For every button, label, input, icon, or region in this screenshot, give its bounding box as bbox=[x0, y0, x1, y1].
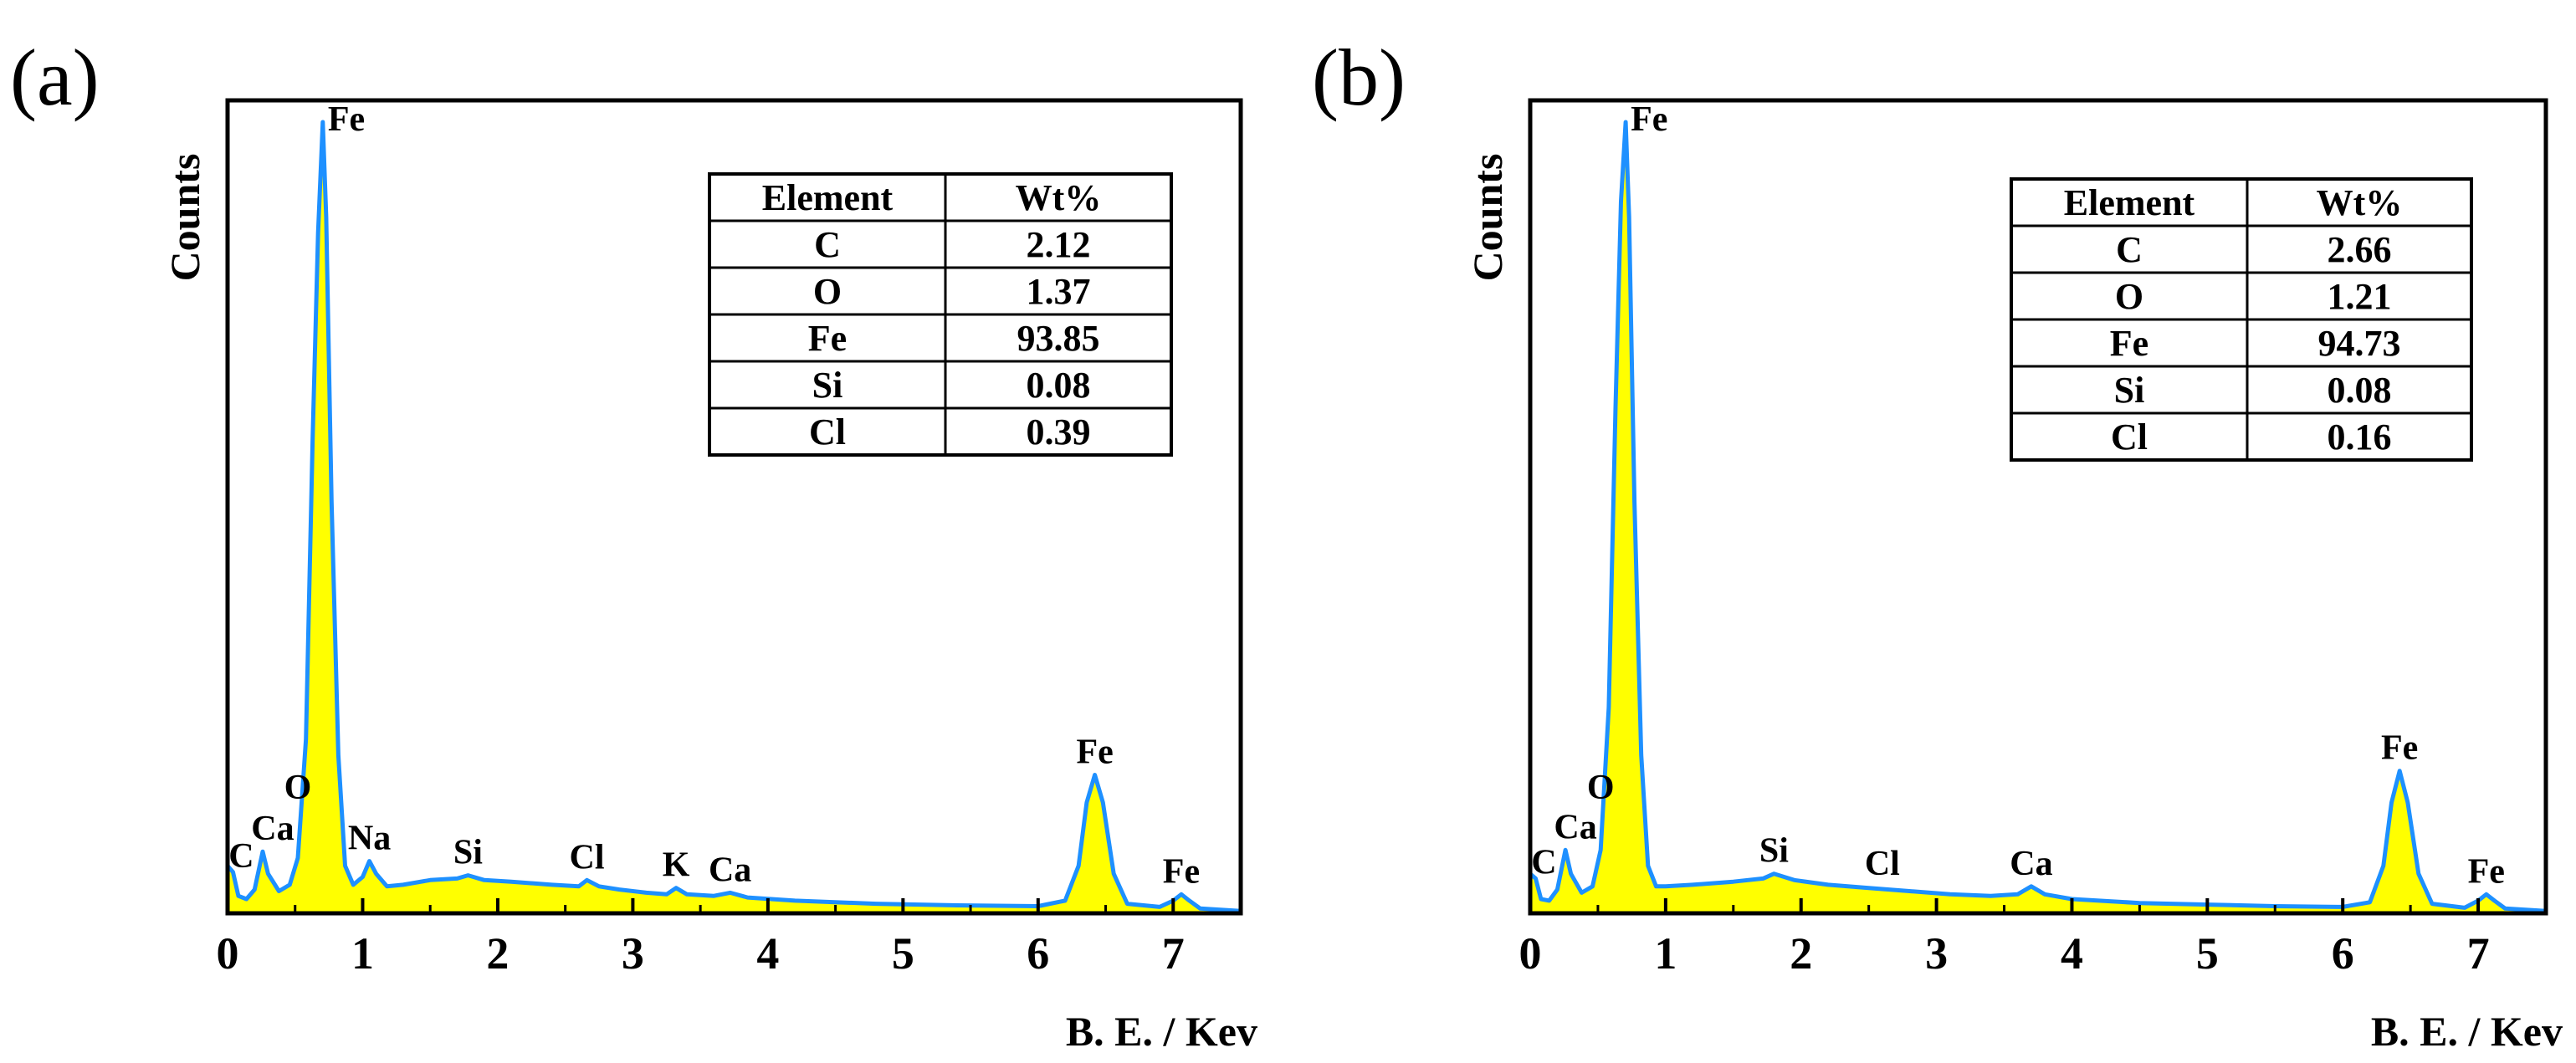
spectrum-area bbox=[228, 122, 1241, 913]
x-tick-label: 7 bbox=[1162, 928, 1185, 979]
peak-label: Fe bbox=[1163, 852, 1200, 891]
plot-frame bbox=[225, 98, 1243, 916]
peak-label: Fe bbox=[1076, 733, 1113, 771]
peak-label: C bbox=[1531, 843, 1556, 882]
table-cell: O bbox=[2115, 276, 2143, 317]
x-tick-label: 4 bbox=[756, 928, 779, 979]
table-cell: Si bbox=[2114, 370, 2145, 411]
plot-frame bbox=[1528, 98, 2548, 916]
x-tick-label: 5 bbox=[892, 928, 914, 979]
table-header-cell: Element bbox=[762, 177, 894, 218]
x-tick-label: 0 bbox=[217, 928, 239, 979]
x-tick-label: 2 bbox=[486, 928, 509, 979]
table-cell: Si bbox=[812, 365, 843, 406]
y-axis-label: Counts bbox=[1464, 154, 1511, 282]
table-cell: 93.85 bbox=[1017, 318, 1100, 359]
peak-label: Si bbox=[1759, 832, 1789, 871]
table-cell: Fe bbox=[808, 318, 847, 359]
x-axis-label: B. E. / Kev bbox=[2371, 1008, 2563, 1055]
table-cell: 0.39 bbox=[1027, 411, 1091, 452]
table-cell: 1.21 bbox=[2328, 276, 2392, 317]
panel-label: (a) bbox=[10, 33, 100, 122]
peak-label: Cl bbox=[570, 838, 605, 876]
peak-label: O bbox=[1587, 769, 1615, 807]
x-tick-label: 1 bbox=[351, 928, 374, 979]
table-cell: 2.66 bbox=[2328, 229, 2392, 270]
peak-label: Ca bbox=[709, 851, 751, 889]
table-header-cell: Wt% bbox=[2317, 182, 2403, 223]
peak-label: O bbox=[284, 769, 312, 807]
table-cell: 1.37 bbox=[1027, 271, 1091, 312]
peak-label: Ca bbox=[251, 810, 294, 848]
peak-label: Na bbox=[348, 820, 391, 858]
peak-label: Ca bbox=[1554, 808, 1596, 846]
table-cell: Fe bbox=[2110, 323, 2148, 364]
x-tick-label: 4 bbox=[2061, 928, 2083, 979]
peak-label: Fe bbox=[2468, 852, 2505, 891]
peak-label: Si bbox=[453, 834, 483, 872]
table-cell: 0.08 bbox=[2328, 370, 2392, 411]
table-header-cell: Wt% bbox=[1016, 177, 1102, 218]
spectrum-line bbox=[226, 120, 1242, 913]
table-cell: O bbox=[813, 271, 842, 312]
table-cell: 0.08 bbox=[1027, 365, 1091, 406]
peak-label: Fe bbox=[328, 100, 365, 139]
x-tick-label: 7 bbox=[2467, 928, 2490, 979]
x-tick-label: 3 bbox=[1925, 928, 1948, 979]
peak-label: Fe bbox=[1631, 100, 1667, 139]
table-cell: C bbox=[814, 224, 841, 265]
x-tick-label: 6 bbox=[2332, 928, 2354, 979]
table-cell: Cl bbox=[2111, 417, 2148, 457]
table-cell: C bbox=[2116, 229, 2143, 270]
x-tick-label: 3 bbox=[622, 928, 644, 979]
table-cell: Cl bbox=[809, 411, 846, 452]
panel-label: (b) bbox=[1312, 33, 1406, 122]
x-tick-label: 1 bbox=[1654, 928, 1677, 979]
x-tick-label: 2 bbox=[1790, 928, 1812, 979]
table-cell: 2.12 bbox=[1027, 224, 1091, 265]
peak-label: C bbox=[228, 837, 254, 876]
y-axis-label: Counts bbox=[161, 154, 208, 282]
peak-label: Ca bbox=[2010, 845, 2052, 883]
x-tick-label: 6 bbox=[1027, 928, 1049, 979]
x-tick-label: 0 bbox=[1519, 928, 1542, 979]
spectrum-line bbox=[1529, 120, 2547, 913]
table-header-cell: Element bbox=[2064, 182, 2195, 223]
peak-label: K bbox=[663, 846, 690, 885]
composition-table: Element Wt% C 2.66 O 1.21 Fe 94.73 Si 0.08 Cl 0.16 bbox=[2010, 177, 2473, 462]
composition-table: Element Wt% C 2.12 O 1.37 Fe 93.85 Si 0.08 Cl 0.39 bbox=[708, 172, 1173, 457]
table-cell: 0.16 bbox=[2328, 417, 2392, 457]
x-tick-label: 5 bbox=[2196, 928, 2219, 979]
x-axis-label: B. E. / Kev bbox=[1066, 1008, 1257, 1055]
table-cell: 94.73 bbox=[2318, 323, 2401, 364]
peak-label: Fe bbox=[2381, 729, 2418, 768]
peak-label: Cl bbox=[1865, 845, 1900, 883]
spectrum-area bbox=[1530, 122, 2546, 913]
